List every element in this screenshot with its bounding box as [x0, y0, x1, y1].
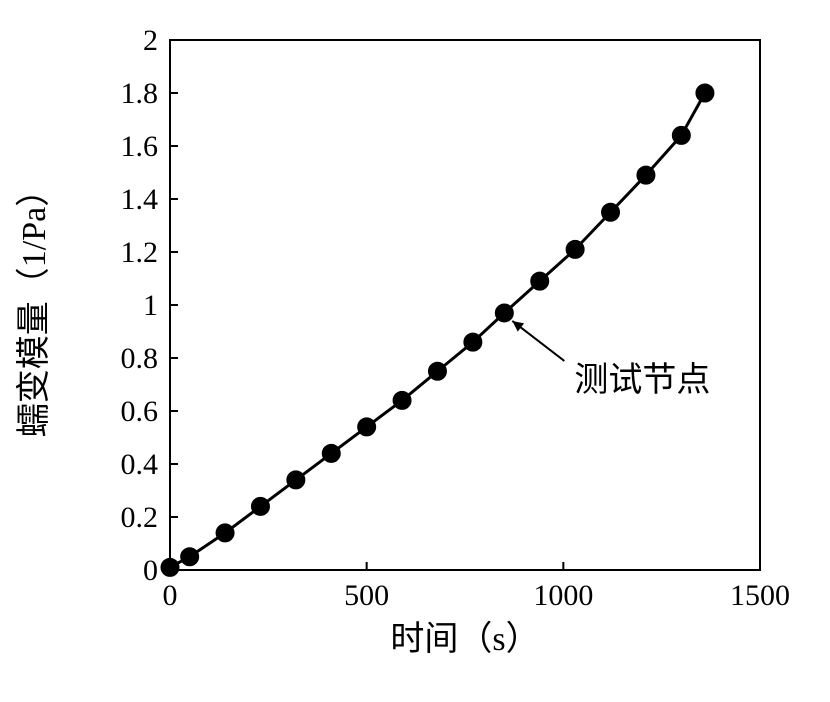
- data-marker: [251, 497, 269, 515]
- data-marker: [531, 272, 549, 290]
- x-tick-label: 0: [163, 579, 178, 612]
- data-marker: [696, 84, 714, 102]
- data-marker: [566, 240, 584, 258]
- y-tick-label: 0.2: [121, 501, 159, 534]
- x-axis-title: 时间（s）: [390, 620, 539, 658]
- data-marker: [495, 304, 513, 322]
- x-tick-label: 1500: [730, 579, 790, 612]
- y-tick-label: 1: [143, 289, 158, 322]
- data-marker: [428, 362, 446, 380]
- data-marker: [161, 558, 179, 576]
- x-tick-label: 1000: [533, 579, 593, 612]
- data-marker: [464, 333, 482, 351]
- y-tick-label: 0.8: [121, 342, 159, 375]
- y-tick-label: 0.4: [121, 448, 159, 481]
- y-tick-label: 1.8: [121, 77, 159, 110]
- x-tick-label: 500: [344, 579, 389, 612]
- creep-modulus-chart: 0 500 1000 1500 0 0.2 0.4 0.6 0.8 1 1.2 1.4 1.6 1.8 2 时…: [0, 0, 830, 702]
- data-marker: [393, 391, 411, 409]
- data-marker: [287, 471, 305, 489]
- plot-border: [170, 40, 760, 570]
- y-tick-label: 1.6: [121, 130, 159, 163]
- data-line: [170, 93, 705, 567]
- y-tick-label: 1.2: [121, 236, 159, 269]
- data-marker: [216, 524, 234, 542]
- chart-container: 0 500 1000 1500 0 0.2 0.4 0.6 0.8 1 1.2 1.4 1.6 1.8 2 时…: [0, 0, 830, 702]
- annotation-label: 测试节点: [574, 361, 710, 399]
- data-marker: [672, 126, 690, 144]
- y-tick-label: 0: [143, 554, 158, 587]
- y-axis-title: 蠕变模量（1/Pa）: [15, 173, 53, 437]
- data-marker: [322, 444, 340, 462]
- y-tick-label: 0.6: [121, 395, 159, 428]
- data-marker: [637, 166, 655, 184]
- data-marker: [602, 203, 620, 221]
- y-tick-label: 1.4: [121, 183, 159, 216]
- data-marker: [358, 418, 376, 436]
- y-tick-label: 2: [143, 24, 158, 57]
- annotation-arrow-head: [512, 321, 524, 332]
- data-marker: [181, 548, 199, 566]
